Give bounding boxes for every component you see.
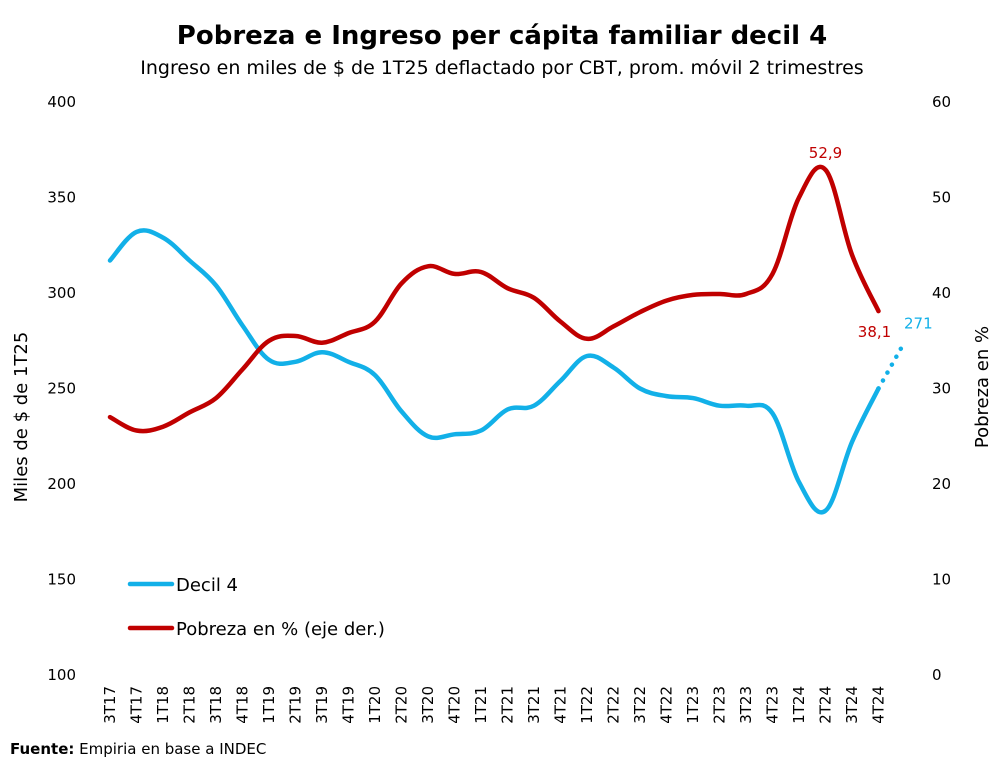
- x-tick-label: 1T22: [578, 686, 596, 724]
- left-tick-label: 300: [47, 284, 76, 302]
- x-tick-label: 1T24: [790, 686, 808, 724]
- x-tick-label: 3T19: [313, 686, 331, 724]
- label-pobreza-max: 52,9: [809, 144, 842, 162]
- x-tick-label: 2T24: [817, 686, 835, 724]
- x-tick-label: 1T23: [684, 686, 702, 724]
- right-tick-label: 0: [932, 666, 942, 684]
- right-tick-label: 30: [932, 380, 951, 398]
- legend-label-decil-4: Decil 4: [176, 575, 238, 596]
- x-tick-label: 2T20: [393, 686, 411, 724]
- x-tick-label: 3T21: [525, 686, 543, 724]
- left-axis-ticks: 100 150 200 250 300 350 400: [47, 93, 76, 684]
- x-tick-label: 4T19: [340, 686, 358, 724]
- left-axis-label: Miles de $ de 1T25: [11, 332, 32, 503]
- x-tick-label: 4T21: [552, 686, 570, 724]
- x-tick-label: 4T18: [234, 686, 252, 724]
- series-layer: [107, 164, 904, 515]
- chart-title: Pobreza e Ingreso per cápita familiar de…: [177, 21, 827, 51]
- x-tick-label: 3T20: [419, 686, 437, 724]
- source-text: Empiria en base a INDEC: [74, 740, 267, 758]
- x-tick-label: 4T17: [128, 686, 146, 724]
- series-line-pobreza: [107, 164, 881, 434]
- x-tick-label: 4T22: [658, 686, 676, 724]
- x-tick-label: 3T24: [843, 686, 861, 724]
- left-tick-label: 350: [47, 189, 76, 207]
- legend: Decil 4 Pobreza en % (eje der.): [127, 575, 385, 640]
- x-tick-label: 1T21: [472, 686, 490, 724]
- x-tick-label: 3T22: [631, 686, 649, 724]
- x-tick-label: 1T18: [154, 686, 172, 724]
- x-tick-label: 2T23: [711, 686, 729, 724]
- right-tick-label: 60: [932, 93, 951, 111]
- right-tick-label: 50: [932, 189, 951, 207]
- label-decil-4-end: 271: [904, 314, 933, 332]
- x-tick-label: 2T18: [181, 686, 199, 724]
- x-tick-label: 4T20: [446, 686, 464, 724]
- x-tick-label: 2T22: [605, 686, 623, 724]
- legend-label-pobreza: Pobreza en % (eje der.): [176, 619, 385, 640]
- right-axis-ticks: 0 10 20 30 40 50 60: [932, 93, 951, 684]
- left-tick-label: 400: [47, 93, 76, 111]
- right-tick-label: 40: [932, 284, 951, 302]
- source-label: Fuente:: [10, 740, 75, 758]
- x-tick-label: 3T17: [101, 686, 119, 724]
- x-tick-label: 3T18: [207, 686, 225, 724]
- x-tick-label: 3T23: [737, 686, 755, 724]
- right-tick-label: 10: [932, 571, 951, 589]
- label-pobreza-end: 38,1: [858, 323, 891, 341]
- x-tick-label: 1T19: [260, 686, 278, 724]
- x-tick-label: 2T21: [499, 686, 517, 724]
- x-tick-label: 4T23: [764, 686, 782, 724]
- chart-subtitle: Ingreso en miles de $ de 1T25 deflactado…: [140, 57, 863, 79]
- data-labels: 271 52,9 38,1: [809, 144, 933, 341]
- left-tick-label: 100: [47, 666, 76, 684]
- x-tick-label: 1T20: [366, 686, 384, 724]
- series-projection-decil-4: [876, 346, 904, 391]
- x-tick-label: 2T19: [287, 686, 305, 724]
- right-tick-label: 20: [932, 475, 951, 493]
- left-tick-label: 250: [47, 380, 76, 398]
- right-axis-label: Pobreza en %: [972, 326, 993, 448]
- left-tick-label: 150: [47, 571, 76, 589]
- x-tick-label: 4T24: [870, 686, 888, 724]
- left-tick-label: 200: [47, 475, 76, 493]
- x-axis-ticks: 3T17 4T17 1T18 2T18 3T18 4T18 1T19 2T19 3T19 4T19…: [101, 686, 888, 724]
- series-line-decil-4: [107, 228, 881, 515]
- source-note: Fuente: Empiria en base a INDEC: [10, 740, 266, 758]
